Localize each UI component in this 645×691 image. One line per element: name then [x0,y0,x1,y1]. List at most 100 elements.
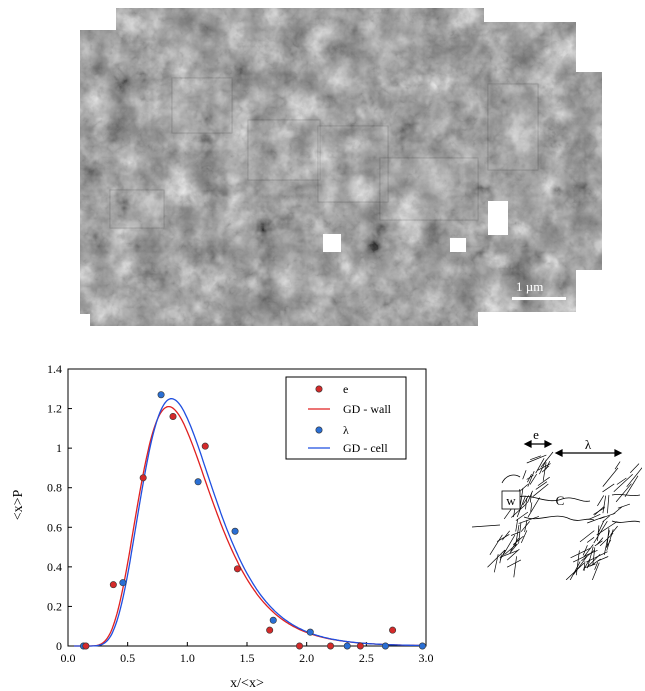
e-point [356,642,364,650]
dislocation-line [597,495,605,507]
dislocation-line [535,481,548,490]
x-tick-label: 3.0 [419,651,434,665]
dislocation-line [583,561,586,571]
dislocation-line [502,534,516,556]
wall-thickness-label: e [533,427,539,442]
dislocation-line [587,516,605,524]
cell-size-arrow [554,449,623,457]
distribution-chart: 0.0 0.5 1.0 1.5 2.0 2.5 3.0 0 0.2 0.4 0.6 0.8 1 1.2 1.… [11,362,434,691]
dislocation-line [525,497,528,510]
dislocation-line [515,511,529,521]
dislocation-line [518,522,522,544]
dislocation-line [581,549,596,562]
dislocation-line [570,548,591,559]
dislocation-line [542,462,547,481]
dislocation-line [594,561,599,570]
lambda-point [306,628,314,636]
dislocation-line [607,495,610,514]
e-point [109,581,117,589]
dislocation-line [527,470,535,487]
dislocation-line [529,473,537,485]
y-tick-label: 0.2 [47,599,62,613]
x-tick-label: 0.5 [120,651,135,665]
dislocation-line [526,454,547,464]
cell-size-label: λ [585,437,592,452]
dislocation-line [527,497,541,518]
dislocation-line [541,465,550,473]
dislocation-line [540,451,554,468]
dislocation-line [487,549,506,568]
y-tick-label: 0.6 [47,520,62,534]
dislocation-line [579,530,595,543]
legend-gd-wall-label: GD - wall [343,402,392,416]
mosaic-edge [80,8,602,326]
dislocation-line [630,463,640,474]
dislocation-line [515,524,520,547]
lambda-point [381,642,389,650]
dislocation-line [506,559,522,568]
dislocation-line [489,534,503,555]
dislocation-line [537,476,550,486]
lambda-point [157,391,165,399]
wall-label-box [501,490,521,510]
y-axis-label: <x>P [11,489,26,520]
wall-right [565,461,642,580]
e-point [266,626,274,634]
dislocation-line [535,458,545,474]
dislocation-line [522,470,527,480]
dislocation-line [509,543,518,554]
dislocation-line [529,492,532,503]
x-tick-label: 2.0 [299,651,314,665]
dislocation-line [596,521,618,536]
tem-micrograph [80,8,602,326]
dislocation-line [612,506,623,515]
e-point [389,626,397,634]
dislocation-line [615,483,632,503]
legend-lambda-label: λ [343,423,349,437]
lambda-point [269,616,277,624]
dislocation-line [511,503,528,518]
dislocation-line [602,467,619,487]
e-point [169,412,177,420]
dislocation-line [586,537,595,543]
e-point [296,642,304,650]
lambda-point [343,642,351,650]
dislocation-line [614,461,621,470]
x-tick-label: 2.5 [359,651,374,665]
dislocation-line [545,461,551,470]
y-tick-label: 1.2 [47,402,62,416]
dislocation-line [594,540,603,547]
dislocation-line [617,503,631,509]
dislocation-line [565,562,585,580]
dislocation-line [591,562,600,580]
wall-left [487,451,554,578]
dislocation-line [513,556,517,578]
dislocation-line [626,467,642,488]
y-tick-label: 0.4 [47,560,62,574]
dislocation-line [516,495,526,518]
wall-thickness-arrow [523,440,553,448]
dislocation-line [598,520,605,533]
e-point [139,474,147,482]
lambda-point [119,579,127,587]
y-tick-label: 0.8 [47,481,62,495]
lambda-point [194,478,202,486]
y-tick-label: 0 [56,639,62,653]
dislocation-line [587,546,594,569]
dislocation-line [605,539,612,549]
dislocation-line [583,544,594,558]
dislocation-line [616,477,627,485]
dislocation-line [569,561,581,580]
dislocation-line [597,525,600,541]
dislocation-line [624,475,639,497]
legend-gd-cell-label: GD - cell [343,441,388,455]
dislocation-line [588,513,601,520]
y-tick-label: 1 [56,441,62,455]
dislocation-line [510,538,519,552]
x-tick-label: 1.0 [180,651,195,665]
dislocation-line [515,519,519,532]
dislocation-line [532,483,549,498]
lambda-point [418,642,426,650]
lambda-point [231,527,239,535]
cell-label: C [556,493,565,508]
